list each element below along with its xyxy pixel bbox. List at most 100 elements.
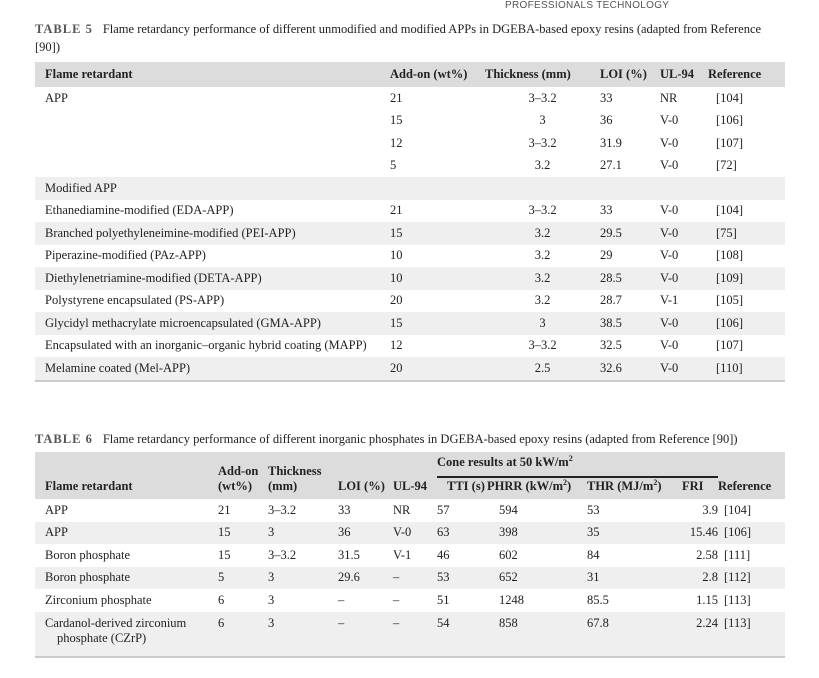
cell-addon: 15 [390, 222, 485, 245]
cell-addon: 20 [390, 293, 403, 308]
cell-addon: 10 [390, 248, 403, 263]
cell-flame-retardant [35, 132, 390, 155]
table6-number: TABLE 6 [35, 432, 93, 446]
cell-loi: 36 [338, 521, 393, 545]
cell-reference: [107] [716, 135, 744, 150]
table-row: Piperazine-modified (PAz-APP) 10 3.2 29 V-0 [… [35, 245, 785, 268]
cell-thickness: 3.2 [534, 248, 551, 263]
cell-thickness: 3–3.2 [528, 135, 557, 150]
cell-loi: 38.5 [600, 312, 660, 335]
cell-loi: 27.1 [600, 158, 622, 173]
thr-end: ) [657, 479, 662, 494]
publisher-logo: PROFESSIONALS TECHNOLOGY [505, 0, 669, 11]
cell-thr: 31 [587, 566, 682, 590]
thickness-line2: (mm) [268, 479, 298, 494]
cell-ul94: V-0 [660, 338, 679, 353]
cell-flame-retardant: Melamine coated (Mel-APP) [35, 357, 390, 382]
cell-thr: 35 [587, 521, 682, 545]
cell-flame-retardant: Polystyrene encapsulated (PS-APP) [45, 293, 225, 308]
cell-loi: 29.6 [338, 566, 393, 590]
cell-reference: [110] [708, 357, 785, 382]
cell-loi: – [338, 592, 345, 607]
cell-reference: [104] [716, 203, 744, 218]
cell-thickness: 3–3.2 [528, 203, 557, 218]
col-header-loi: LOI (%) [600, 62, 660, 87]
cell-thickness: 3 [268, 592, 275, 607]
table-row: Cardanol-derived zirconium phosphate (CZ… [35, 611, 785, 658]
col-header-ul94: UL-94 [660, 62, 708, 87]
phrr-end: ) [567, 479, 572, 494]
cell-addon: 6 [218, 592, 225, 607]
table-row: Melamine coated (Mel-APP) 20 2.5 32.6 V-0 [11… [35, 357, 785, 382]
cell-ul94: – [393, 592, 400, 607]
table-row: Branched polyethyleneimine-modified (PEI… [35, 222, 785, 245]
cell-phrr: 594 [499, 502, 518, 517]
cell-flame-retardant: Cardanol-derived zirconium phosphate (CZ… [35, 611, 218, 658]
table-row: Encapsulated with an inorganic–organic h… [35, 335, 785, 358]
cell-phrr: 652 [487, 566, 587, 590]
cell-flame-retardant: Glycidyl methacrylate microencapsulated … [35, 312, 390, 335]
cell-addon: 6 [218, 611, 268, 658]
cell-addon: 15 [390, 113, 403, 128]
cell-ul94: V-0 [660, 135, 679, 150]
cell-thickness: 3.2 [485, 222, 600, 245]
cell-addon: 5 [218, 566, 268, 590]
addon-line2: (wt%) [218, 479, 253, 494]
cell-loi: – [338, 611, 393, 658]
cell-thickness: 3–3.2 [268, 502, 297, 517]
cell-loi: 32.5 [600, 338, 622, 353]
cell-thickness: 3–3.2 [528, 338, 557, 353]
addon-line1: Add-on [218, 464, 259, 479]
table6-header-row: TTI (s) PHRR (kW/m2) THR (MJ/m2) FRI [35, 477, 785, 500]
cell-reference: [108] [716, 248, 744, 263]
table-row: Ethanediamine-modified (EDA-APP) 21 3–3.2 3… [35, 200, 785, 223]
cell-addon: 15 [218, 547, 231, 562]
col-header-tti: TTI (s) [437, 477, 487, 500]
cell-addon [390, 177, 485, 200]
col-header-flame-retardant: Flame retardant [35, 62, 390, 87]
cell-fri: 15.46 [682, 521, 718, 545]
cell-ul94: V-0 [660, 203, 679, 218]
cell-loi: 32.6 [600, 357, 660, 382]
cell-phrr: 1248 [499, 592, 524, 607]
cell-flame-retardant: APP [45, 90, 68, 105]
cell-addon: 10 [390, 267, 485, 290]
cell-reference: [111] [724, 547, 751, 562]
table-row: APP 15 3 36 V-0 63 398 35 15.46 [106] [35, 521, 785, 545]
cell-loi: 33 [338, 502, 351, 517]
cone-results-group-header: Cone results at 50 kW/m2 [437, 452, 718, 478]
cell-thickness: 3 [268, 611, 338, 658]
cell-tti: 53 [437, 566, 487, 590]
cell-reference: [106] [708, 312, 785, 335]
cell-ul94: V-0 [660, 248, 679, 263]
cell-reference: [113] [724, 592, 751, 607]
cell-loi: 28.7 [600, 293, 622, 308]
cell-flame-retardant: Encapsulated with an inorganic–organic h… [45, 338, 367, 353]
cell-addon: 20 [390, 357, 485, 382]
cell-addon: 5 [390, 158, 397, 173]
cell-ul94: V-0 [660, 113, 679, 128]
cell-thr: 84 [587, 547, 600, 562]
table-row: Zirconium phosphate 6 3 – – 51 1248 85.5 1.15 [11… [35, 589, 785, 612]
thr-sup: 2 [653, 478, 658, 487]
cell-fri: 2.8 [682, 566, 718, 590]
cell-flame-retardant [35, 155, 390, 178]
cell-thickness: 3 [485, 312, 600, 335]
cell-ul94: V-1 [660, 293, 679, 308]
cell-loi: 36 [600, 113, 613, 128]
cell-reference: [72] [716, 158, 737, 173]
cell-flame-retardant: Boron phosphate [35, 566, 218, 590]
table5-caption-text: Flame retardancy performance of differen… [35, 22, 762, 54]
cell-thickness: 3.2 [485, 267, 600, 290]
col-header-flame-retardant: Flame retardant [35, 452, 218, 500]
cell-fri: 2.24 [682, 611, 718, 658]
cell-thr: 67.8 [587, 611, 682, 658]
cell-reference: [104] [716, 90, 744, 105]
col-header-loi: LOI (%) [338, 452, 393, 500]
cone-label: Cone results at 50 kW/m [437, 455, 569, 470]
cell-thickness: 3 [539, 113, 546, 128]
cell-addon: 15 [218, 521, 268, 545]
cell-reference: [113] [718, 611, 785, 658]
col-header-reference: Reference [708, 62, 785, 87]
col-header-fri: FRI [682, 477, 718, 500]
